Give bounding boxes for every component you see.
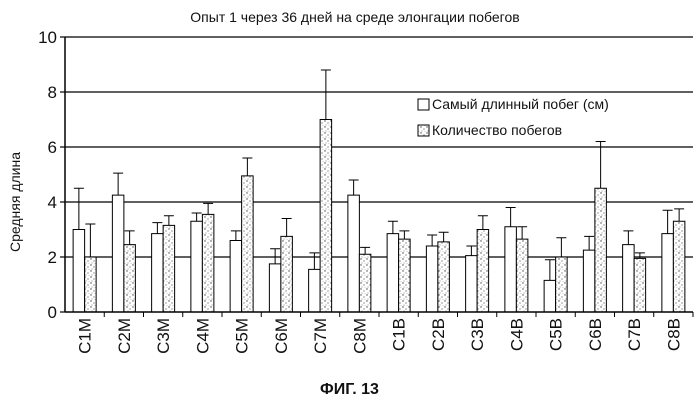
y-tick-label: 8 xyxy=(48,83,57,102)
x-tick-label-C4B: C4B xyxy=(507,318,526,351)
bar-longest-shoot-C7M xyxy=(309,269,321,312)
x-tick-label-C1M: C1M xyxy=(76,318,95,354)
bar-shoot-count-C2M xyxy=(124,245,136,312)
legend-label-longest-shoot: Самый длинный побег (см) xyxy=(432,96,609,112)
bar-longest-shoot-C3M xyxy=(152,234,164,312)
bar-shoot-count-C8B xyxy=(673,221,685,312)
x-tick-label-C1B: C1B xyxy=(390,318,409,351)
bar-shoot-count-C7M xyxy=(320,120,332,313)
bar-shoot-count-C6B xyxy=(595,188,607,312)
bar-longest-shoot-C1M xyxy=(73,230,85,313)
bar-longest-shoot-C2B xyxy=(426,246,438,312)
bar-longest-shoot-C4B xyxy=(505,227,517,312)
bar-shoot-count-C7B xyxy=(634,258,646,312)
bar-shoot-count-C3B xyxy=(477,230,489,313)
bar-shoot-count-C6M xyxy=(281,236,293,312)
y-tick-label: 2 xyxy=(48,248,57,267)
y-tick-label: 4 xyxy=(48,193,57,212)
x-tick-label-C7M: C7M xyxy=(311,318,330,354)
x-tick-label-C8B: C8B xyxy=(664,318,683,351)
bar-longest-shoot-C1B xyxy=(387,234,399,312)
x-tick-label-C4M: C4M xyxy=(193,318,212,354)
x-tick-label-C6M: C6M xyxy=(272,318,291,354)
bar-longest-shoot-C3B xyxy=(466,256,478,312)
bar-longest-shoot-C5M xyxy=(230,241,242,313)
bar-shoot-count-C5B xyxy=(556,257,568,312)
bar-shoot-count-C8M xyxy=(359,254,371,312)
x-tick-label-C6B: C6B xyxy=(586,318,605,351)
bar-shoot-count-C4B xyxy=(516,239,528,312)
bar-longest-shoot-C2M xyxy=(112,195,124,312)
bar-shoot-count-C4M xyxy=(202,214,214,312)
bar-longest-shoot-C6M xyxy=(269,264,281,312)
y-tick-label: 0 xyxy=(48,303,57,322)
chart-title: Опыт 1 через 36 дней на среде элонгации … xyxy=(190,9,519,25)
bar-shoot-count-C2B xyxy=(438,242,450,312)
x-tick-label-C3M: C3M xyxy=(154,318,173,354)
bar-shoot-count-C1B xyxy=(399,239,411,312)
bar-longest-shoot-C8M xyxy=(348,195,360,312)
x-tick-label-C8M: C8M xyxy=(350,318,369,354)
bar-longest-shoot-C5B xyxy=(544,280,556,312)
legend-swatch-longest-shoot xyxy=(418,99,429,110)
bar-longest-shoot-C6B xyxy=(583,250,595,312)
bar-longest-shoot-C7B xyxy=(623,245,635,312)
x-tick-label-C2M: C2M xyxy=(115,318,134,354)
x-tick-label-C5B: C5B xyxy=(547,318,566,351)
bar-longest-shoot-C4M xyxy=(191,221,203,312)
bar-shoot-count-C1M xyxy=(85,257,97,312)
bar-longest-shoot-C8B xyxy=(662,234,674,312)
x-tick-label-C5M: C5M xyxy=(233,318,252,354)
x-tick-label-C3B: C3B xyxy=(468,318,487,351)
x-tick-label-C7B: C7B xyxy=(625,318,644,351)
y-axis-label: Средняя длина xyxy=(7,152,23,252)
figure-caption: ФИГ. 13 xyxy=(0,381,699,399)
y-tick-label: 6 xyxy=(48,138,57,157)
legend-swatch-shoot-count xyxy=(418,125,429,136)
bar-shoot-count-C3M xyxy=(163,225,175,312)
bar-shoot-count-C5M xyxy=(242,176,254,312)
x-tick-label-C2B: C2B xyxy=(429,318,448,351)
y-tick-label: 10 xyxy=(38,28,57,47)
legend-label-shoot-count: Количество побегов xyxy=(432,122,562,138)
legend: Самый длинный побег (см) Количество побе… xyxy=(418,96,609,138)
